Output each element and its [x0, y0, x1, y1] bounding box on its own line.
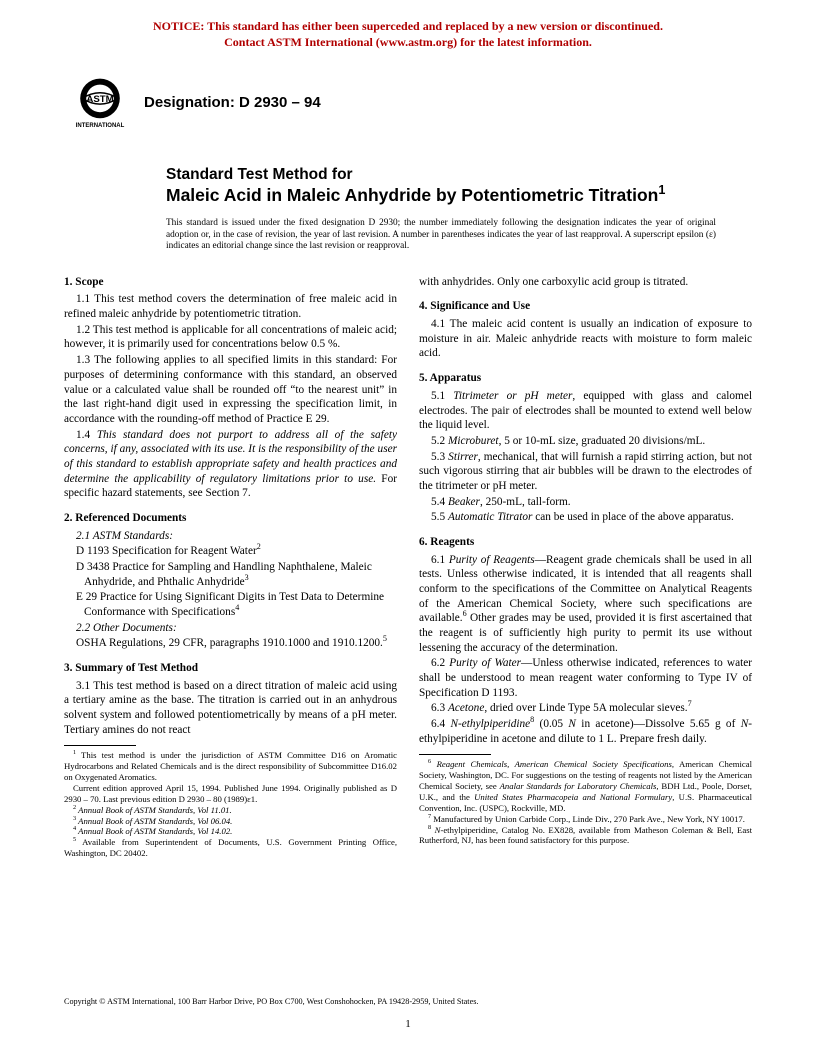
fn1b: Current edition approved April 15, 1994.…: [64, 783, 397, 805]
fn5: 5 Available from Superintendent of Docum…: [64, 837, 397, 859]
ref-d1193: D 1193 Specification for Reagent Water2: [64, 544, 397, 559]
sec1-p2: 1.2 This test method is applicable for a…: [64, 323, 397, 352]
title-sup: 1: [658, 183, 665, 197]
ref-e29: E 29 Practice for Using Significant Digi…: [64, 590, 397, 619]
sec6-head: 6. Reagents: [419, 535, 752, 550]
fn6: 6 Reagent Chemicals, American Chemical S…: [419, 759, 752, 813]
left-column: 1. Scope 1.1 This test method covers the…: [64, 275, 397, 859]
footnote-rule: [64, 745, 136, 746]
sec2-head: 2. Referenced Documents: [64, 511, 397, 526]
sec3-head: 3. Summary of Test Method: [64, 661, 397, 676]
sec1-p3: 1.3 The following applies to all specifi…: [64, 353, 397, 426]
sec5-p3: 5.3 Stirrer, mechanical, that will furni…: [419, 450, 752, 494]
title-block: Standard Test Method for Maleic Acid in …: [0, 166, 816, 252]
astm-logo: ASTM INTERNATIONAL: [70, 72, 130, 132]
svg-text:INTERNATIONAL: INTERNATIONAL: [76, 124, 125, 130]
title-main-text: Maleic Acid in Maleic Anhydride by Poten…: [166, 185, 658, 205]
designation: Designation: D 2930 – 94: [144, 94, 321, 111]
sec6-p3: 6.3 Acetone, dried over Linde Type 5A mo…: [419, 701, 752, 716]
footnote-rule-right: [419, 754, 491, 755]
right-column: with anhydrides. Only one carboxylic aci…: [419, 275, 752, 859]
sec6-p2: 6.2 Purity of Water—Unless otherwise ind…: [419, 656, 752, 700]
sec5-p4: 5.4 Beaker, 250-mL, tall-form.: [419, 495, 752, 510]
sec1-p4: 1.4 This standard does not purport to ad…: [64, 428, 397, 501]
fn7: 7 Manufactured by Union Carbide Corp., L…: [419, 814, 752, 825]
sec3-cont: with anhydrides. Only one carboxylic aci…: [419, 275, 752, 290]
sec4-head: 4. Significance and Use: [419, 299, 752, 314]
fn2: 2 Annual Book of ASTM Standards, Vol 11.…: [64, 805, 397, 816]
sec4-p1: 4.1 The maleic acid content is usually a…: [419, 317, 752, 361]
page-number: 1: [0, 1018, 816, 1030]
issuance-note: This standard is issued under the fixed …: [166, 218, 756, 253]
svg-text:ASTM: ASTM: [86, 94, 113, 105]
sec1-p1: 1.1 This test method covers the determin…: [64, 292, 397, 321]
sec5-p1: 5.1 Titrimeter or pH meter, equipped wit…: [419, 389, 752, 433]
sec5-p5: 5.5 Automatic Titrator can be used in pl…: [419, 510, 752, 525]
ref-d3438: D 3438 Practice for Sampling and Handlin…: [64, 560, 397, 589]
sec3-p1: 3.1 This test method is based on a direc…: [64, 679, 397, 738]
ref-osha: OSHA Regulations, 29 CFR, paragraphs 191…: [64, 636, 397, 651]
sec6-p1: 6.1 Purity of Reagents—Reagent grade che…: [419, 553, 752, 656]
sec5-head: 5. Apparatus: [419, 371, 752, 386]
fn4: 4 Annual Book of ASTM Standards, Vol 14.…: [64, 826, 397, 837]
notice-line-2: Contact ASTM International (www.astm.org…: [0, 34, 816, 50]
notice-line-1: NOTICE: This standard has either been su…: [0, 18, 816, 34]
sec6-p4: 6.4 N-ethylpiperidine8 (0.05 N in aceton…: [419, 717, 752, 746]
fn8: 8 N-ethylpiperidine, Catalog No. EX828, …: [419, 825, 752, 847]
sec2-sub1: 2.1 ASTM Standards:: [64, 529, 397, 544]
fn3: 3 Annual Book of ASTM Standards, Vol 06.…: [64, 816, 397, 827]
copyright: Copyright © ASTM International, 100 Barr…: [64, 997, 478, 1006]
left-footnotes: 1 This test method is under the jurisdic…: [64, 745, 397, 859]
sec1-head: 1. Scope: [64, 275, 397, 290]
title-pre: Standard Test Method for: [166, 166, 756, 185]
title-main: Maleic Acid in Maleic Anhydride by Poten…: [166, 185, 756, 206]
sec2-sub2: 2.2 Other Documents:: [64, 621, 397, 636]
right-footnotes: 6 Reagent Chemicals, American Chemical S…: [419, 754, 752, 846]
sec5-p2: 5.2 Microburet, 5 or 10-mL size, graduat…: [419, 434, 752, 449]
header: ASTM INTERNATIONAL Designation: D 2930 –…: [0, 72, 816, 132]
body-columns: 1. Scope 1.1 This test method covers the…: [0, 275, 816, 859]
fn1: 1 This test method is under the jurisdic…: [64, 750, 397, 783]
notice-banner: NOTICE: This standard has either been su…: [0, 0, 816, 50]
